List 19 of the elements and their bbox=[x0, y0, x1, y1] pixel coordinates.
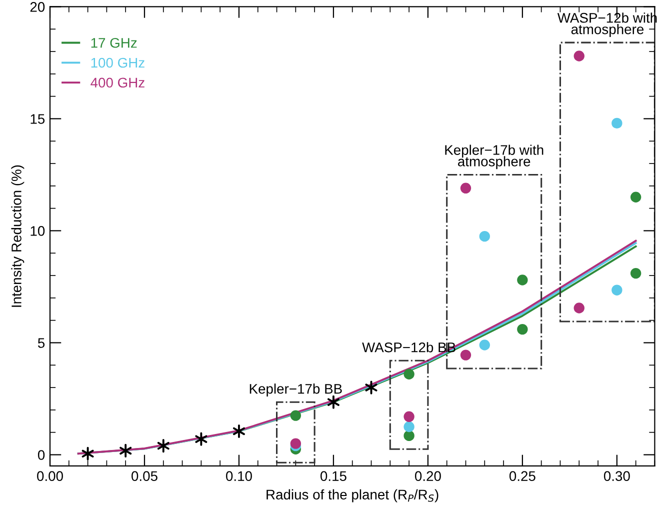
x-tick-label: 0.05 bbox=[132, 471, 158, 482]
y-tick-label: 20 bbox=[30, 2, 45, 12]
y-tick-label: 5 bbox=[38, 338, 45, 348]
x-tick-label: 0.20 bbox=[414, 471, 441, 482]
x-tick-label: 0.00 bbox=[37, 471, 63, 482]
x-axis-title: Radius of the planet (R$_{P}$/R$_{S}$) bbox=[266, 489, 438, 502]
x-tick-label: 0.30 bbox=[604, 471, 630, 482]
legend-label: 17 GHz bbox=[91, 38, 137, 48]
annotation: Kepler−17b BB bbox=[250, 384, 342, 396]
annotation: Kepler−17b with atmosphere bbox=[445, 144, 544, 170]
legend-label: 100 GHz bbox=[91, 58, 144, 68]
y-tick-label: 15 bbox=[30, 114, 45, 124]
y-tick-label: 0 bbox=[38, 450, 45, 460]
legend-label: 400 GHz bbox=[90, 78, 144, 88]
x-tick-label: 0.25 bbox=[509, 471, 536, 482]
x-tick-label: 0.10 bbox=[226, 471, 252, 482]
y-tick-label: 10 bbox=[30, 226, 45, 236]
y-axis-title: Intensity Reduction (%) bbox=[11, 165, 24, 307]
x-tick-label: 0.15 bbox=[320, 471, 346, 482]
